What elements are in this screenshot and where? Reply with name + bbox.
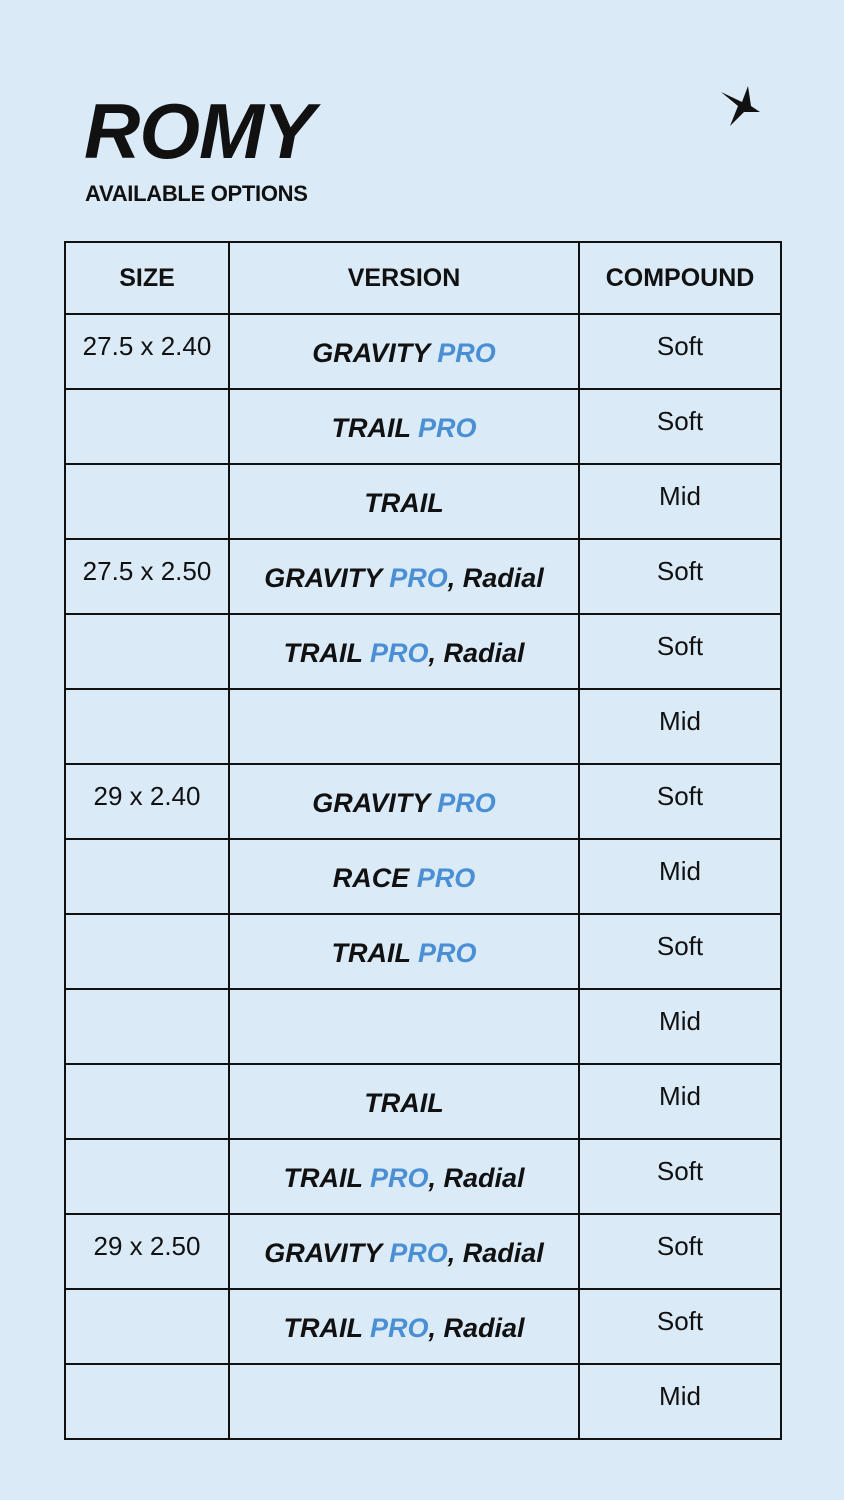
version-cell [228, 688, 580, 765]
version-cell: GRAVITY PRO, Radial [228, 1213, 580, 1290]
version-pro: PRO [416, 863, 476, 893]
version-pro: PRO [389, 563, 448, 593]
compound-cell: Mid [578, 838, 782, 915]
table-row: Mid [64, 988, 782, 1065]
version-pro: PRO [418, 938, 477, 968]
version-name: TRAIL [283, 1313, 363, 1343]
compound-cell: Soft [578, 1138, 782, 1215]
table-row: 29 x 2.50 GRAVITY PRO, Radial Soft [64, 1213, 782, 1290]
table-row: TRAIL PRO, Radial Soft [64, 1138, 782, 1215]
version-cell: TRAIL PRO, Radial [228, 613, 580, 690]
bird-logo-icon [721, 86, 760, 126]
table-row: TRAIL Mid [64, 1063, 782, 1140]
table-row: TRAIL PRO, Radial Soft [64, 613, 782, 690]
size-cell: 27.5 x 2.40 [64, 313, 230, 390]
version-pro: PRO [437, 338, 496, 368]
table-row: 27.5 x 2.50 GRAVITY PRO, Radial Soft [64, 538, 782, 615]
version-pro: PRO [418, 413, 477, 443]
version-name: GRAVITY [312, 788, 430, 818]
version-name: TRAIL [331, 413, 411, 443]
version-name: TRAIL [364, 1088, 444, 1118]
version-suffix: , Radial [447, 563, 544, 593]
version-cell: TRAIL PRO [228, 913, 580, 990]
version-name: TRAIL [283, 1163, 363, 1193]
size-cell: 29 x 2.50 [64, 1213, 230, 1290]
version-cell: GRAVITY PRO, Radial [228, 538, 580, 615]
version-cell: TRAIL PRO [228, 388, 580, 465]
table-row: RACE PRO Mid [64, 838, 782, 915]
version-cell: TRAIL [228, 1063, 580, 1140]
header-version: VERSION [228, 241, 580, 315]
size-cell [64, 388, 230, 465]
version-pro: PRO [437, 788, 496, 818]
compound-cell: Soft [578, 613, 782, 690]
compound-cell: Soft [578, 313, 782, 390]
version-suffix: , Radial [447, 1238, 544, 1268]
table-row: TRAIL PRO Soft [64, 913, 782, 990]
compound-cell: Soft [578, 913, 782, 990]
compound-cell: Soft [578, 763, 782, 840]
compound-cell: Soft [578, 388, 782, 465]
version-pro: PRO [369, 1313, 429, 1343]
version-cell: GRAVITY PRO [228, 763, 580, 840]
version-suffix: , Radial [428, 1313, 525, 1343]
version-name: TRAIL [331, 938, 411, 968]
compound-cell: Mid [578, 1363, 782, 1440]
table-row: TRAIL PRO Soft [64, 388, 782, 465]
version-pro: PRO [369, 1163, 429, 1193]
table-row: TRAIL PRO, Radial Soft [64, 1288, 782, 1365]
table-row: TRAIL Mid [64, 463, 782, 540]
version-cell: TRAIL PRO, Radial [228, 1138, 580, 1215]
version-cell: RACE PRO [228, 838, 580, 915]
version-suffix: , Radial [428, 638, 525, 668]
table-row: 27.5 x 2.40 GRAVITY PRO Soft [64, 313, 782, 390]
table-row: 29 x 2.40 GRAVITY PRO Soft [64, 763, 782, 840]
version-cell: GRAVITY PRO [228, 313, 580, 390]
compound-cell: Mid [578, 688, 782, 765]
table-row: Mid [64, 688, 782, 765]
size-cell [64, 988, 230, 1065]
size-cell [64, 463, 230, 540]
compound-cell: Soft [578, 1288, 782, 1365]
version-name: TRAIL [283, 638, 363, 668]
size-cell [64, 1063, 230, 1140]
size-cell [64, 913, 230, 990]
table-header-row: SIZE VERSION COMPOUND [64, 241, 782, 315]
size-cell: 29 x 2.40 [64, 763, 230, 840]
version-pro: PRO [369, 638, 429, 668]
size-cell [64, 688, 230, 765]
compound-cell: Mid [578, 1063, 782, 1140]
version-name: GRAVITY [264, 563, 382, 593]
version-name: RACE [332, 863, 410, 893]
size-cell [64, 613, 230, 690]
version-name: TRAIL [364, 488, 444, 518]
compound-cell: Mid [578, 463, 782, 540]
size-cell [64, 838, 230, 915]
page-title: ROMY [84, 87, 315, 175]
compound-cell: Soft [578, 538, 782, 615]
version-name: GRAVITY [264, 1238, 382, 1268]
compound-cell: Soft [578, 1213, 782, 1290]
header-compound: COMPOUND [578, 241, 782, 315]
size-cell: 27.5 x 2.50 [64, 538, 230, 615]
version-name: GRAVITY [312, 338, 430, 368]
version-cell: TRAIL PRO, Radial [228, 1288, 580, 1365]
version-cell: TRAIL [228, 463, 580, 540]
table-row: Mid [64, 1363, 782, 1440]
options-table: SIZE VERSION COMPOUND 27.5 x 2.40 GRAVITY… [64, 241, 782, 1440]
size-cell [64, 1363, 230, 1440]
version-suffix: , Radial [428, 1163, 525, 1193]
version-pro: PRO [389, 1238, 448, 1268]
size-cell [64, 1138, 230, 1215]
version-cell [228, 988, 580, 1065]
version-cell [228, 1363, 580, 1440]
compound-cell: Mid [578, 988, 782, 1065]
size-cell [64, 1288, 230, 1365]
header-size: SIZE [64, 241, 230, 315]
page-subtitle: AVAILABLE OPTIONS [85, 181, 308, 206]
